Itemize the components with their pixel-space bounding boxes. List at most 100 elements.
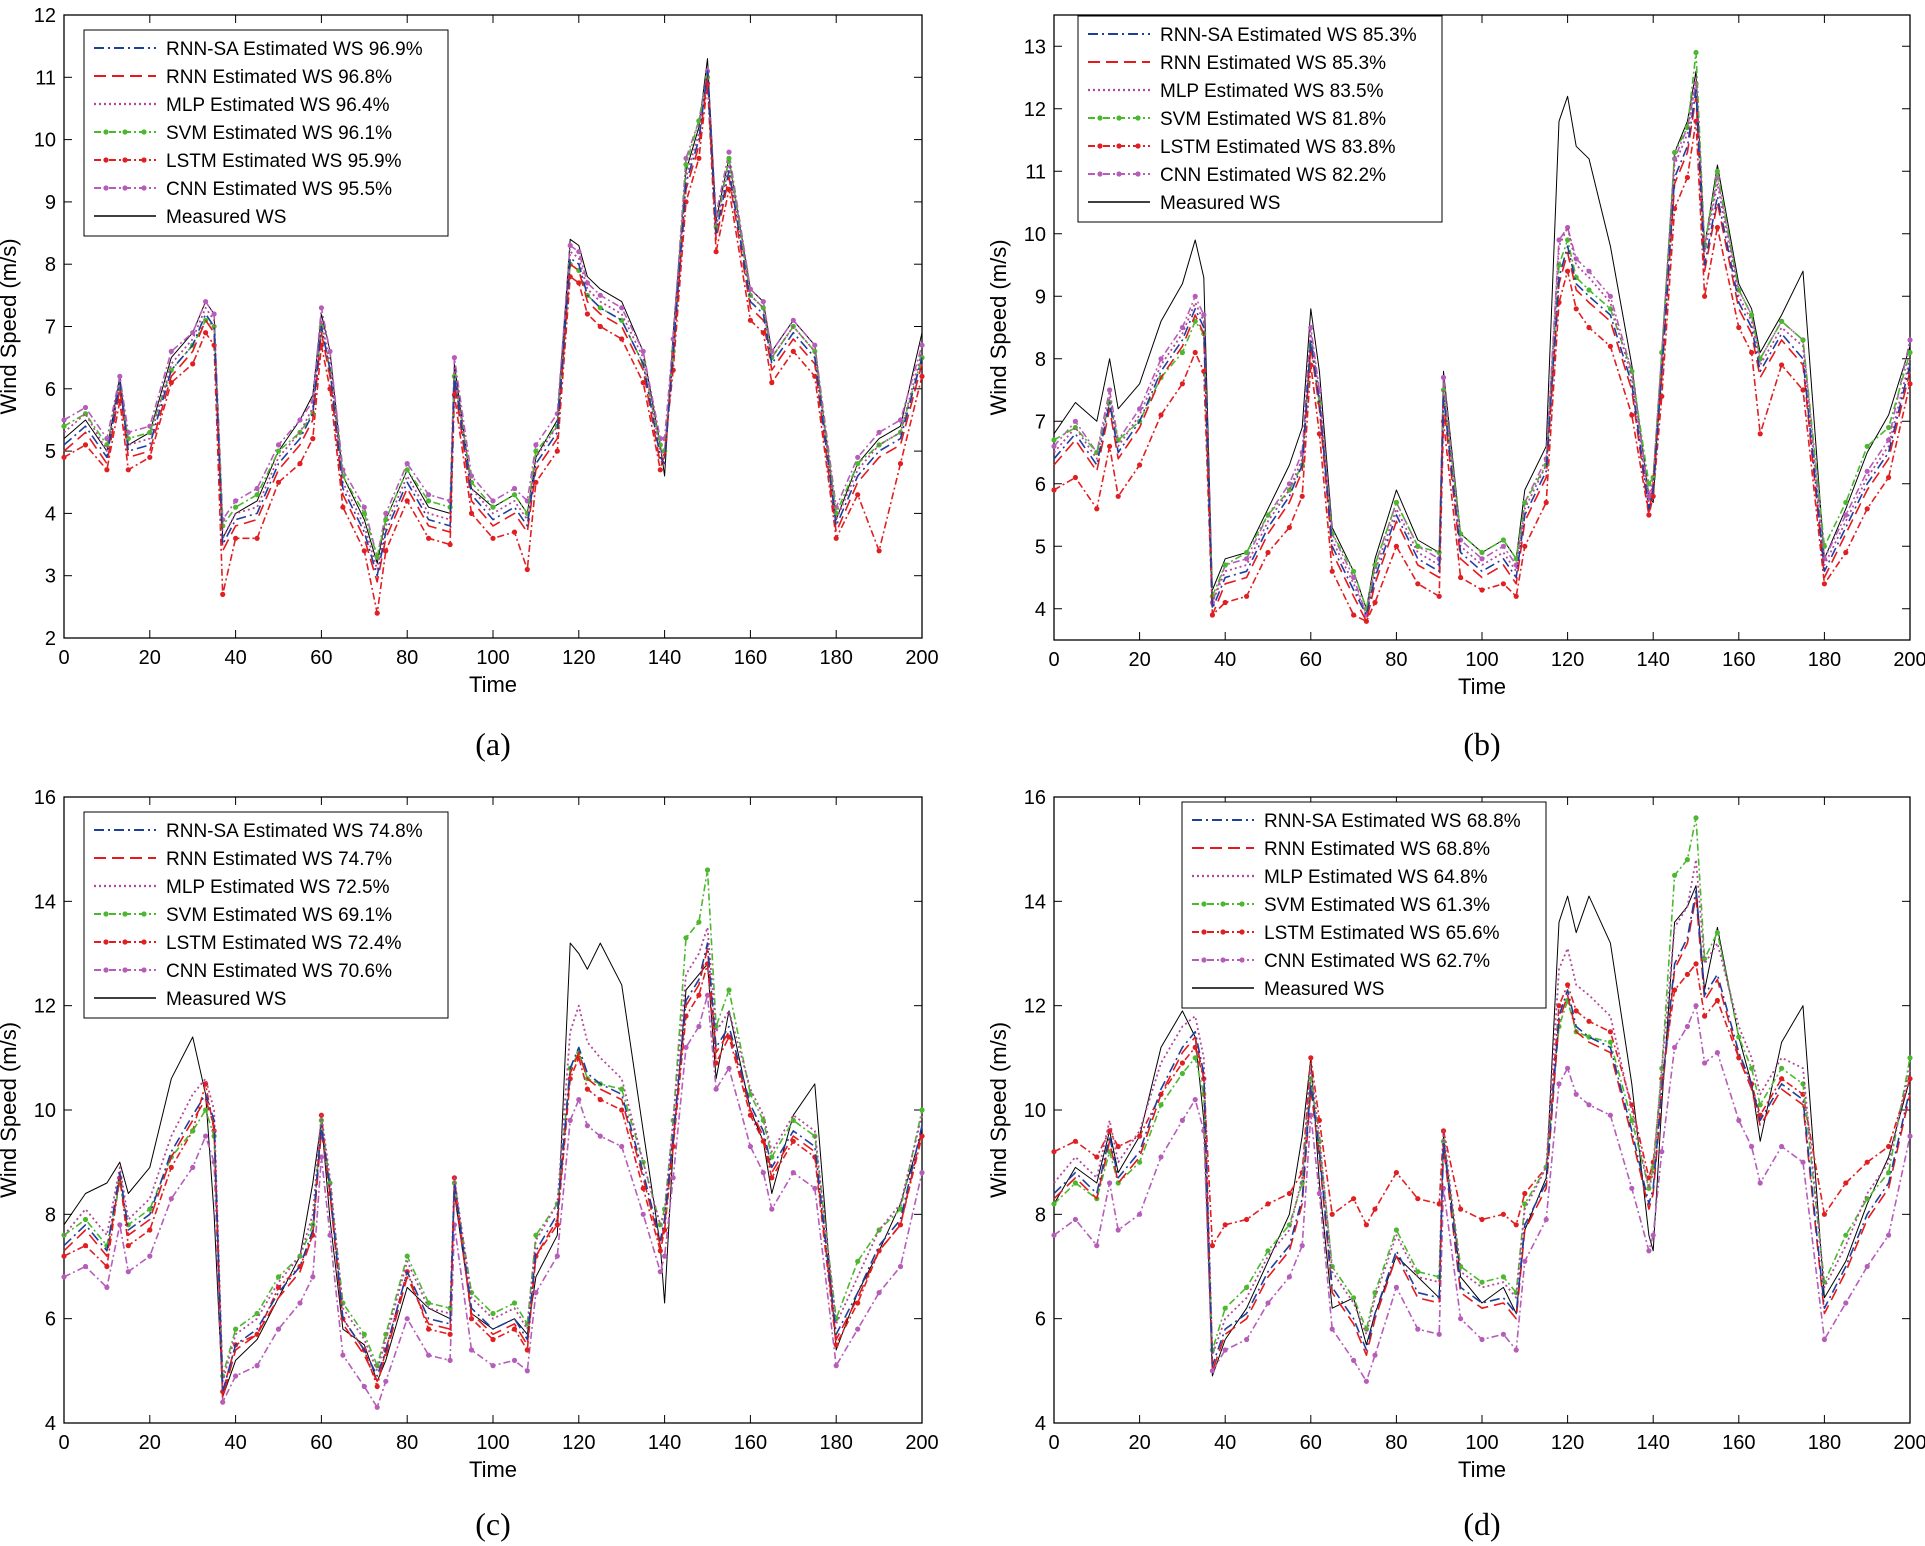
y-tick-label: 14 — [1024, 891, 1046, 913]
legend-marker-svm — [103, 911, 109, 917]
data-point-lstm — [713, 249, 719, 255]
data-point-cnn — [1565, 1065, 1571, 1071]
data-point-cnn — [490, 498, 496, 504]
data-point-cnn — [769, 1206, 775, 1212]
data-point-lstm — [1308, 1055, 1314, 1061]
data-point-lstm — [657, 467, 663, 473]
data-point-cnn — [1479, 556, 1485, 562]
data-point-cnn — [554, 1253, 560, 1259]
legend-marker-cnn — [1116, 171, 1122, 177]
x-tick-label: 100 — [476, 647, 509, 669]
data-point-lstm — [919, 373, 925, 379]
panel-c: 0 20 40 60 80 100 120 140 160 180 200 4 6 8 10 12 14 16 T… — [0, 787, 939, 1542]
y-tick-label: 9 — [45, 192, 56, 214]
data-point-cnn — [1513, 1347, 1519, 1353]
legend-marker-svm — [141, 911, 147, 917]
data-point-cnn — [640, 1211, 646, 1217]
data-point-cnn — [1094, 1243, 1100, 1249]
y-tick-label: 8 — [1035, 1204, 1046, 1226]
y-tick-label: 5 — [1035, 536, 1046, 558]
data-point-lstm — [876, 548, 882, 554]
data-point-cnn — [1316, 1190, 1322, 1197]
series-line-rnn — [63, 947, 923, 1398]
x-tick-label: 200 — [905, 647, 938, 669]
data-point-lstm — [220, 591, 226, 598]
data-point-svm — [1479, 549, 1485, 556]
data-point-cnn — [1244, 1336, 1250, 1343]
legend-label-measured: Measured WS — [1264, 979, 1384, 1000]
data-point-lstm — [1736, 1055, 1742, 1061]
legend-label-mlp: MLP Estimated WS 83.5% — [1160, 81, 1384, 102]
legend-marker-cnn — [1097, 171, 1103, 177]
y-tick-label: 6 — [45, 379, 56, 401]
data-point-lstm — [747, 317, 754, 323]
data-point-svm — [1500, 537, 1506, 543]
data-point-svm — [511, 492, 518, 498]
data-point-lstm — [1115, 493, 1121, 499]
data-point-cnn — [1436, 1331, 1442, 1337]
x-tick-label: 40 — [224, 1432, 246, 1454]
data-point-cnn — [1244, 556, 1250, 562]
legend-marker-lstm — [103, 157, 109, 163]
data-point-cnn — [168, 348, 174, 354]
data-point-cnn — [1907, 337, 1913, 343]
data-point-svm — [404, 467, 410, 473]
data-point-lstm — [1907, 381, 1913, 387]
data-point-cnn — [1107, 1180, 1113, 1186]
legend-label-lstm: LSTM Estimated WS 72.4% — [166, 933, 402, 954]
caption-a: (a) — [475, 726, 511, 762]
data-point-lstm — [524, 1347, 530, 1353]
data-point-svm — [812, 348, 818, 354]
data-point-cnn — [254, 1363, 260, 1369]
legend-label-rnn-sa: RNN-SA Estimated WS 96.9% — [166, 39, 423, 60]
data-point-cnn — [61, 1274, 67, 1280]
data-point-lstm — [1329, 1211, 1335, 1217]
y-tick-label: 16 — [1024, 787, 1046, 809]
data-point-lstm — [426, 535, 432, 541]
data-point-lstm — [297, 461, 303, 467]
data-point-lstm — [554, 1222, 560, 1228]
legend-label-svm: SVM Estimated WS 81.8% — [1160, 109, 1386, 130]
data-point-cnn — [1556, 1081, 1562, 1087]
data-point-cnn — [1192, 293, 1198, 299]
data-point-lstm — [1749, 349, 1755, 356]
data-point-cnn — [1192, 1097, 1198, 1103]
data-point-svm — [1886, 1170, 1892, 1176]
legend-label-measured: Measured WS — [166, 989, 286, 1010]
x-tick-label: 200 — [1893, 649, 1925, 671]
data-point-cnn — [855, 1326, 861, 1332]
legend-b: RNN-SA Estimated WS 85.3% RNN Estimated W… — [1077, 15, 1443, 223]
legend-marker-cnn — [103, 967, 109, 973]
y-tick-label: 10 — [34, 1100, 56, 1122]
data-point-lstm — [1137, 462, 1143, 468]
data-point-lstm — [447, 1331, 453, 1337]
data-point-lstm — [1244, 1216, 1250, 1223]
x-tick-label: 120 — [562, 1432, 595, 1454]
data-point-lstm — [713, 1060, 719, 1066]
x-tick-label: 0 — [1048, 1432, 1059, 1454]
data-point-svm — [1886, 424, 1892, 431]
data-point-svm — [1629, 1117, 1635, 1123]
data-point-lstm — [1415, 581, 1421, 587]
data-point-lstm — [1757, 1112, 1763, 1118]
y-tick-label: 7 — [45, 317, 56, 339]
data-point-cnn — [1372, 1352, 1378, 1358]
caption-c: (c) — [475, 1506, 511, 1542]
data-point-lstm — [1094, 1154, 1100, 1160]
data-point-svm — [511, 1300, 518, 1306]
data-point-lstm — [833, 535, 839, 541]
data-point-lstm — [1500, 581, 1506, 587]
data-point-cnn — [1586, 1102, 1592, 1108]
data-point-lstm — [275, 479, 282, 485]
data-point-cnn — [374, 1404, 380, 1410]
data-point-lstm — [1500, 1211, 1506, 1217]
data-point-svm — [1415, 543, 1421, 549]
y-tick-label: 8 — [1035, 349, 1046, 371]
data-point-cnn — [1479, 1336, 1485, 1343]
legend-marker-lstm — [1239, 929, 1245, 935]
data-point-cnn — [220, 1399, 226, 1405]
legend-label-rnn: RNN Estimated WS 74.7% — [166, 849, 392, 870]
data-point-cnn — [361, 1383, 367, 1390]
data-point-svm — [683, 161, 689, 168]
data-point-cnn — [275, 442, 282, 448]
